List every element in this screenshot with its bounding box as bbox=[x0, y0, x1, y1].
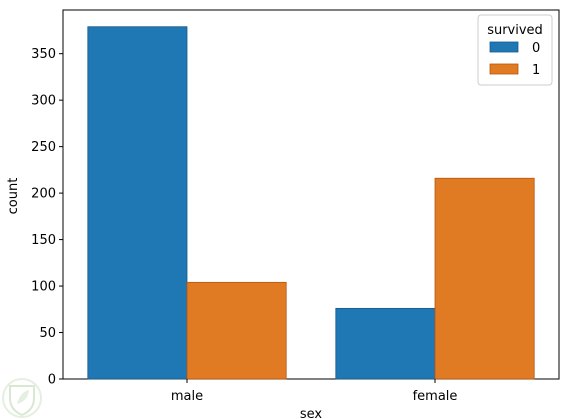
legend-swatch-0 bbox=[489, 41, 519, 53]
bar-male-survived-1 bbox=[186, 281, 287, 380]
y-tick-label: 50 bbox=[39, 326, 56, 341]
y-tick-label: 350 bbox=[31, 47, 56, 62]
y-tick-label: 200 bbox=[31, 187, 56, 202]
bar-female-survived-0 bbox=[335, 307, 436, 380]
axes-border bbox=[62, 9, 560, 380]
y-tick-label: 100 bbox=[31, 280, 56, 295]
legend: survived 01 bbox=[477, 14, 553, 86]
y-tick-label: 0 bbox=[48, 373, 56, 388]
legend-label-0: 0 bbox=[532, 41, 540, 56]
plot-area bbox=[62, 9, 560, 380]
x-tick-label: male bbox=[171, 389, 203, 404]
legend-items: 01 bbox=[489, 41, 540, 78]
bar-male-survived-0 bbox=[87, 26, 188, 380]
bar-female-survived-1 bbox=[434, 177, 535, 380]
x-tick-label: female bbox=[413, 389, 458, 404]
x-axis: male female bbox=[171, 379, 458, 404]
y-axis-label: count bbox=[6, 178, 21, 215]
y-tick-label: 250 bbox=[31, 140, 56, 155]
legend-swatch-1 bbox=[489, 63, 519, 75]
y-tick-label: 300 bbox=[31, 94, 56, 109]
legend-title: survived bbox=[487, 23, 543, 38]
shield-leaf-icon bbox=[2, 378, 42, 418]
y-tick-label: 150 bbox=[31, 233, 56, 248]
bars-group bbox=[87, 26, 535, 380]
x-axis-label: sex bbox=[300, 407, 323, 419]
y-axis: 0 50 100 150 200 250 300 350 bbox=[31, 47, 63, 388]
legend-label-1: 1 bbox=[532, 63, 540, 78]
